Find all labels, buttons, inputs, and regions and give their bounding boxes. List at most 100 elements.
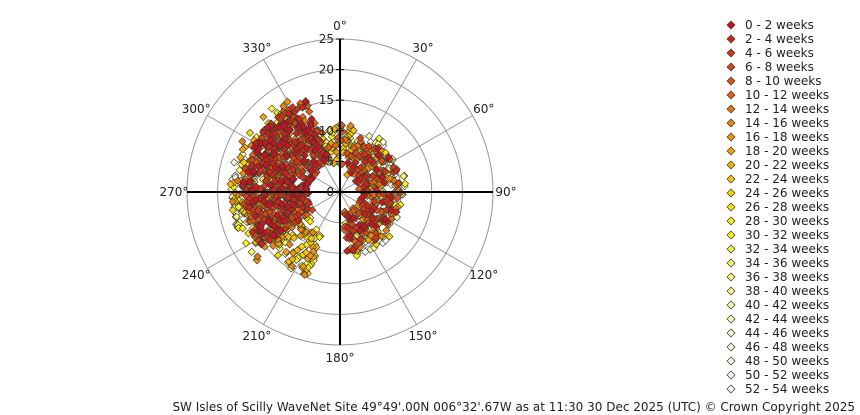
data-point: [349, 126, 358, 135]
data-point: [355, 243, 365, 252]
data-points: [226, 97, 410, 279]
data-point: [299, 194, 308, 203]
data-point: [304, 199, 313, 208]
data-point: [322, 150, 331, 159]
data-point: [360, 210, 370, 219]
data-point: [284, 232, 293, 241]
data-point: [243, 167, 253, 176]
data-point: [368, 172, 377, 181]
data-point: [276, 115, 285, 124]
data-point: [292, 145, 301, 154]
legend-label: 36 - 38 weeks: [745, 270, 829, 284]
legend-label: 52 - 54 weeks: [745, 382, 829, 396]
data-point: [245, 128, 255, 137]
data-point: [232, 212, 241, 221]
data-point: [283, 202, 292, 212]
data-point: [331, 141, 340, 150]
legend-label: 24 - 26 weeks: [745, 186, 829, 200]
data-point: [266, 136, 275, 145]
data-point: [399, 172, 408, 181]
legend-marker: [726, 48, 736, 58]
data-point: [288, 200, 297, 209]
legend-marker: [726, 146, 736, 156]
data-point: [378, 198, 387, 207]
data-point: [290, 107, 299, 116]
legend-label: 6 - 8 weeks: [745, 60, 814, 74]
data-point: [367, 219, 376, 228]
legend-marker: [726, 342, 736, 352]
data-point: [277, 200, 286, 209]
legend-label: 48 - 50 weeks: [745, 354, 829, 368]
data-point: [265, 201, 274, 210]
data-point: [244, 203, 254, 212]
data-point: [355, 226, 364, 235]
data-point: [289, 233, 298, 242]
angular-tick-labels: 0° 30° 60° 90° 120° 150° 180° 210° 240° 270° 300° 3…: [160, 19, 517, 365]
legend-label: 34 - 36 weeks: [745, 256, 829, 270]
data-point: [299, 122, 308, 131]
angle-tick-label: 150°: [409, 329, 438, 343]
data-point: [278, 162, 287, 171]
radial-tick-labels: 0 5 10 15 20 25: [319, 32, 334, 199]
data-point: [239, 158, 248, 167]
angle-tick-label: 300°: [182, 102, 211, 116]
data-point: [283, 97, 292, 106]
legend-label: 0 - 2 weeks: [745, 18, 814, 32]
data-point: [306, 176, 315, 185]
data-point: [253, 256, 262, 265]
data-point: [228, 197, 237, 206]
data-point: [249, 167, 258, 176]
data-point: [347, 168, 356, 177]
legend-label: 10 - 12 weeks: [745, 88, 829, 102]
angle-tick-label: 0°: [333, 19, 347, 33]
data-point: [375, 134, 384, 143]
data-point: [252, 195, 261, 205]
legend-marker: [726, 20, 736, 30]
legend-marker: [726, 76, 736, 86]
data-point: [354, 208, 363, 218]
data-point: [386, 199, 395, 208]
data-point: [374, 150, 383, 160]
legend-label: 8 - 10 weeks: [745, 74, 821, 88]
legend-marker: [726, 104, 736, 114]
data-point: [332, 148, 341, 157]
legend-marker: [726, 62, 736, 72]
legend-label: 26 - 28 weeks: [745, 200, 829, 214]
data-point: [307, 234, 316, 243]
data-point: [355, 220, 364, 229]
data-point: [239, 177, 248, 187]
data-point: [303, 204, 312, 213]
data-point: [261, 160, 270, 169]
data-point: [294, 216, 303, 225]
data-point: [270, 177, 279, 186]
data-point: [373, 144, 382, 153]
radial-tick-label: 0: [326, 185, 334, 199]
data-point: [320, 156, 329, 165]
data-point: [265, 167, 274, 176]
data-point: [303, 210, 312, 219]
data-point: [265, 236, 274, 245]
data-point: [289, 249, 298, 258]
data-point: [260, 197, 269, 206]
data-point: [360, 150, 369, 159]
data-point: [387, 193, 396, 202]
data-point: [349, 213, 358, 222]
data-point: [379, 138, 388, 147]
legend-marker: [726, 230, 736, 240]
data-point: [297, 242, 306, 251]
data-point: [283, 193, 293, 202]
data-point: [285, 240, 294, 249]
data-point: [356, 235, 365, 244]
data-point: [251, 211, 260, 221]
legend-marker: [726, 370, 736, 380]
data-point: [260, 151, 269, 160]
data-point: [392, 166, 401, 175]
data-point: [260, 190, 269, 199]
legend-label: 30 - 32 weeks: [745, 228, 829, 242]
data-point: [264, 217, 273, 226]
data-point: [302, 248, 311, 257]
legend-label: 18 - 20 weeks: [745, 144, 829, 158]
legend-marker: [726, 272, 736, 282]
data-point: [247, 247, 256, 256]
